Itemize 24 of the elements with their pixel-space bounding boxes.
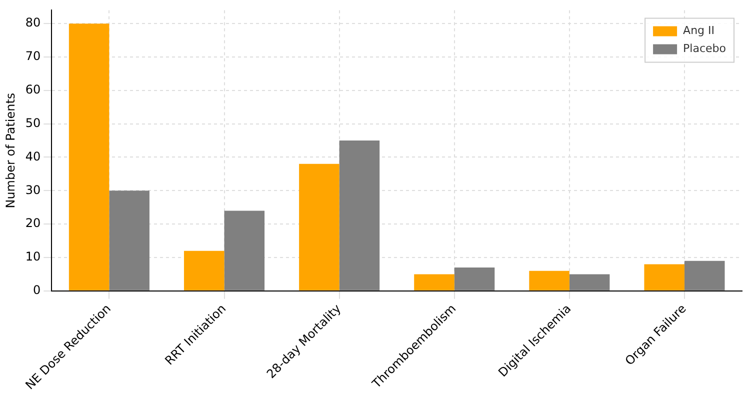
y-tick-label: 30 <box>25 182 41 197</box>
bar <box>644 264 684 290</box>
y-tick-label: 20 <box>25 216 41 230</box>
y-tick-label: 0 <box>33 283 41 298</box>
legend-label: Ang II <box>683 24 715 38</box>
bar <box>184 250 224 290</box>
y-tick-label: 60 <box>25 82 41 97</box>
y-tick-label: 50 <box>25 116 41 130</box>
y-axis-title: Number of Patients <box>3 92 18 208</box>
legend-label: Placebo <box>683 42 726 56</box>
bar <box>68 24 110 290</box>
bar <box>529 270 570 290</box>
y-tick-label: 70 <box>25 49 41 64</box>
bar <box>569 274 610 290</box>
y-tick-label: 40 <box>25 149 41 164</box>
y-tick-label: 80 <box>25 16 41 30</box>
bar <box>299 164 340 290</box>
bar <box>414 274 454 290</box>
bar <box>224 210 265 290</box>
bar <box>109 190 150 290</box>
y-tick-label: 10 <box>25 250 41 264</box>
bar <box>684 260 725 290</box>
bar <box>339 140 380 290</box>
bar <box>454 268 495 290</box>
